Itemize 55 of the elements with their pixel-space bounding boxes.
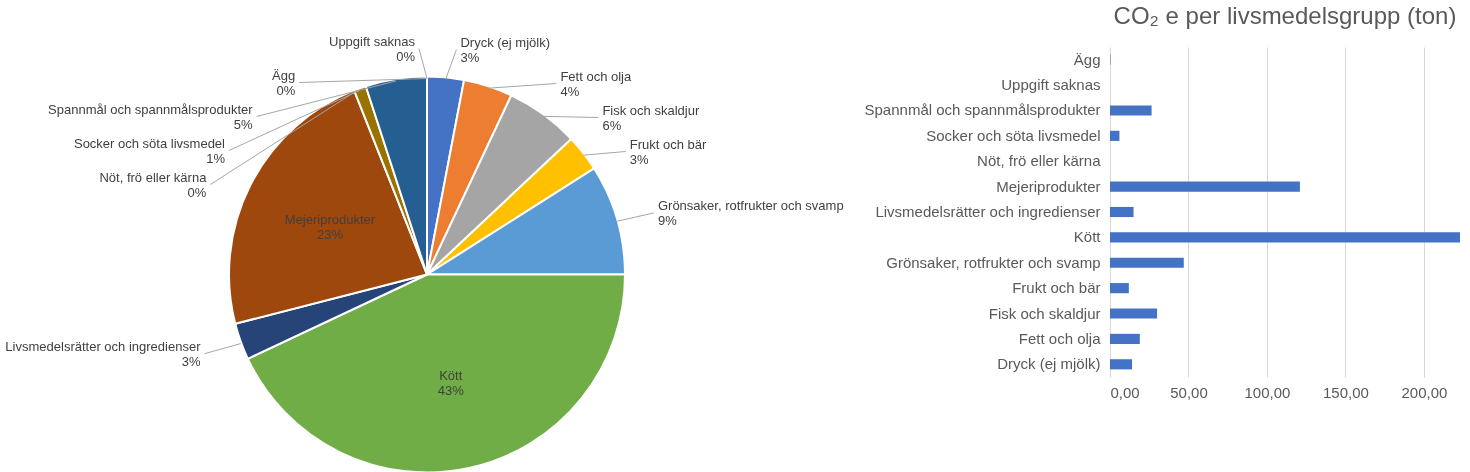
category-label: Nöt, frö eller kärna bbox=[99, 169, 207, 185]
bar bbox=[1110, 333, 1140, 344]
slice-label: Livsmedelsrätter och ingredienser bbox=[5, 338, 202, 354]
category-label: Uppgift saknas bbox=[329, 33, 415, 49]
x-tick-label: 100,00 bbox=[1244, 383, 1291, 401]
text: 0% bbox=[187, 184, 207, 200]
data-label: 6% bbox=[602, 117, 622, 133]
bar bbox=[1110, 232, 1460, 243]
slice-label: Mejeriprodukter bbox=[284, 212, 376, 228]
y-tick-label: Grönsaker, rotfrukter och svamp bbox=[886, 253, 1101, 271]
bar bbox=[1110, 181, 1300, 192]
data-label: 3% bbox=[460, 49, 480, 65]
bar bbox=[1110, 105, 1152, 116]
bar bbox=[1110, 283, 1129, 294]
chart-title: CO₂ e per livsmedelsgrupp (ton) bbox=[1113, 2, 1457, 29]
data-label: 5% bbox=[233, 116, 253, 132]
slice-label: Kött bbox=[439, 367, 463, 383]
x-tick-label: 200,00 bbox=[1401, 383, 1448, 401]
y-tick-label: Socker och söta livsmedel bbox=[926, 126, 1101, 144]
data-label: 9% bbox=[657, 212, 678, 228]
y-tick-label: Dryck (ej mjölk) bbox=[997, 355, 1101, 373]
y-tick-label: Fisk och skaldjur bbox=[988, 304, 1101, 322]
slice-label: Fett och olja bbox=[560, 68, 632, 84]
y-tick-label: Kött bbox=[1073, 228, 1102, 246]
data-label: 3% bbox=[181, 353, 201, 369]
y-tick-label: Mejeriprodukter bbox=[996, 177, 1101, 195]
y-tick-label: Nöt, frö eller kärna bbox=[977, 152, 1102, 170]
slice-label: Fisk och skaldjur bbox=[602, 102, 700, 118]
data-label: 23% bbox=[316, 227, 344, 243]
text: 0% bbox=[276, 82, 296, 98]
slice-label: Grönsaker, rotfrukter och svamp bbox=[657, 197, 844, 213]
bar bbox=[1110, 308, 1158, 319]
data-label: 1% bbox=[206, 150, 226, 166]
bar bbox=[1110, 257, 1184, 268]
data-label: 4% bbox=[560, 83, 580, 99]
y-tick-label: Spannmål och spannmålsprodukter bbox=[864, 101, 1101, 119]
slice-label: Spannmål och spannmålsprodukter bbox=[48, 101, 254, 117]
x-tick-label: 50,00 bbox=[1170, 383, 1208, 401]
category-label: Ägg bbox=[272, 67, 296, 83]
bar bbox=[1110, 130, 1120, 141]
bar bbox=[1110, 206, 1134, 218]
data-label: 3% bbox=[629, 151, 649, 167]
bar bbox=[1110, 359, 1132, 370]
data-label: 43% bbox=[437, 382, 465, 398]
slice-label: Socker och söta livsmedel bbox=[73, 135, 226, 151]
y-tick-label: Uppgift saknas bbox=[1001, 76, 1101, 94]
y-tick-label: Fett och olja bbox=[1018, 329, 1102, 347]
slice-label: Dryck (ej mjölk) bbox=[460, 34, 551, 50]
y-tick-label: Frukt och bär bbox=[1012, 279, 1101, 297]
y-tick-label: Ägg bbox=[1073, 50, 1101, 68]
x-tick-label: 0,00 bbox=[1110, 383, 1140, 401]
y-tick-label: Livsmedelsrätter och ingredienser bbox=[875, 203, 1101, 220]
slice-label: Frukt och bär bbox=[629, 136, 707, 152]
x-tick-label: 150,00 bbox=[1322, 383, 1369, 401]
text: 0% bbox=[396, 48, 415, 64]
